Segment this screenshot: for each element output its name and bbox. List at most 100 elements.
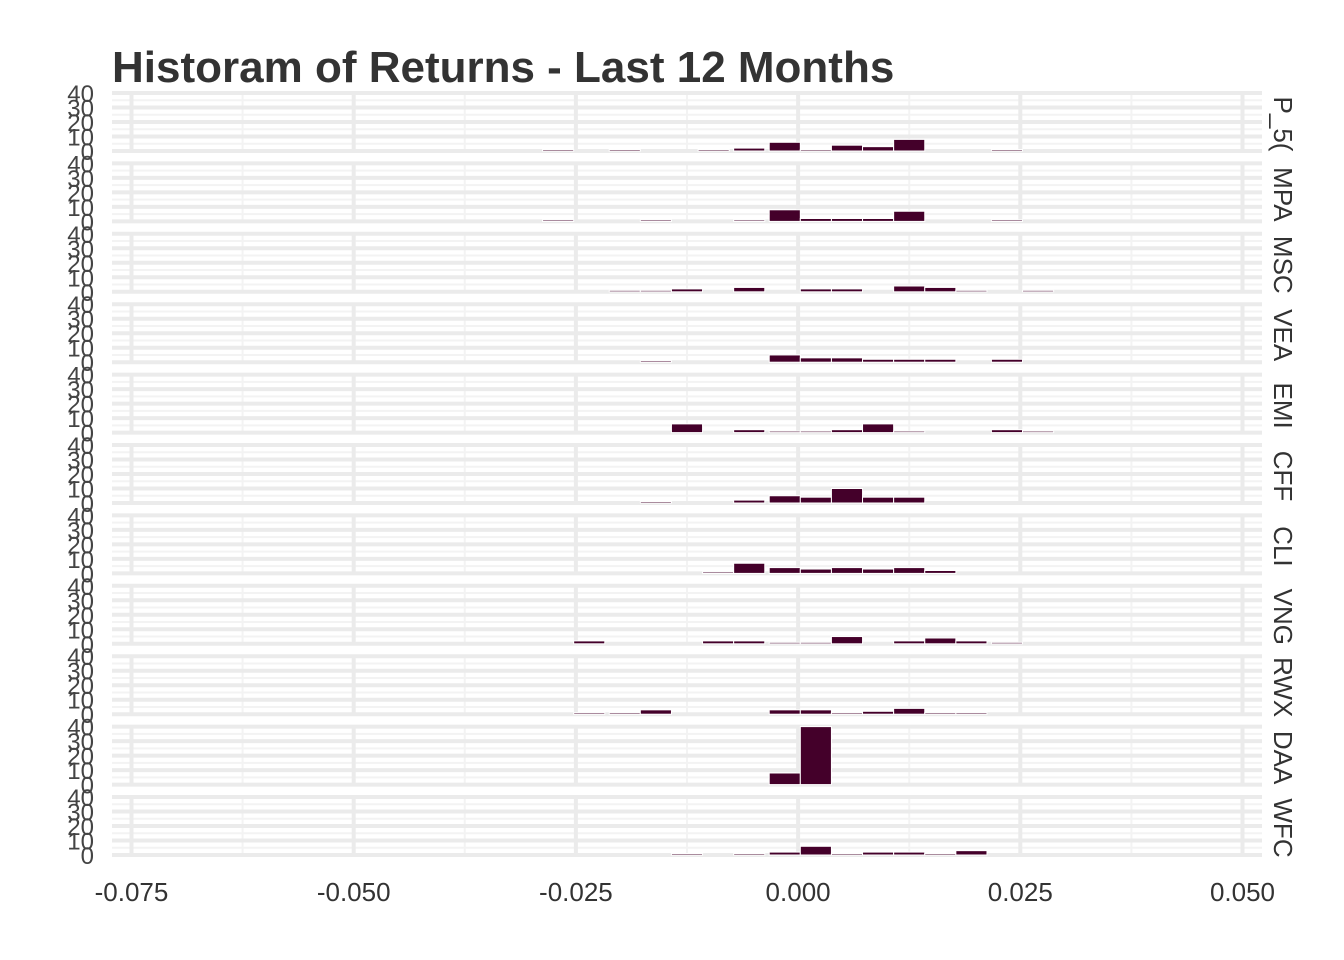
histogram-bar bbox=[893, 496, 926, 504]
histogram-bar bbox=[542, 149, 575, 152]
y-tick-label: 40 bbox=[67, 151, 94, 178]
facet-strip: CFF bbox=[1268, 451, 1298, 502]
facet-strip-label: EMI bbox=[1268, 382, 1298, 428]
histogram-bar bbox=[924, 570, 957, 574]
y-tick-label: 0 bbox=[81, 773, 94, 800]
histogram-bar bbox=[893, 640, 926, 645]
histogram-bar bbox=[830, 218, 864, 222]
histogram-bar bbox=[924, 712, 957, 715]
facet-strip-label: RWX bbox=[1268, 657, 1298, 717]
histogram-bar bbox=[768, 772, 801, 786]
histogram-bar bbox=[893, 430, 926, 434]
histogram-bar bbox=[830, 288, 864, 293]
histogram-bar bbox=[639, 219, 672, 222]
histogram-bar bbox=[990, 358, 1024, 363]
facet-strip-label: DAA bbox=[1268, 731, 1298, 785]
facet-panels: 010203040P_5(010203040MPA010203040MSC010… bbox=[67, 81, 1298, 870]
histogram-bar bbox=[799, 709, 832, 715]
x-tick-label: -0.075 bbox=[95, 877, 169, 907]
y-tick-label: 0 bbox=[81, 491, 94, 518]
y-tick-label: 20 bbox=[67, 744, 94, 771]
histogram-bar bbox=[768, 641, 801, 645]
x-tick-label: 0.050 bbox=[1210, 877, 1275, 907]
histogram-bar bbox=[768, 709, 801, 715]
histogram-bar bbox=[990, 219, 1024, 222]
histogram-bar bbox=[768, 141, 801, 152]
y-tick-label: 10 bbox=[67, 758, 94, 785]
y-tick-label: 0 bbox=[81, 139, 94, 166]
histogram-bar bbox=[893, 707, 926, 715]
histogram-bar bbox=[733, 640, 766, 645]
histogram-bar bbox=[990, 429, 1024, 434]
facet-strip-label: VNG bbox=[1268, 589, 1298, 645]
histogram-bar bbox=[799, 430, 832, 434]
y-tick-label: 40 bbox=[67, 785, 94, 812]
y-tick-label: 30 bbox=[67, 659, 94, 686]
histogram-bar bbox=[799, 288, 832, 293]
histogram-bar bbox=[573, 640, 606, 645]
facet-strip-label: CFF bbox=[1268, 451, 1298, 502]
facet-strip-label: MPA bbox=[1268, 167, 1298, 222]
histogram-bar bbox=[733, 853, 766, 856]
y-tick-label: 10 bbox=[67, 125, 94, 152]
y-tick-label: 10 bbox=[67, 336, 94, 363]
chart-title: Historam of Returns - Last 12 Months bbox=[112, 43, 894, 92]
histogram-bar bbox=[542, 219, 575, 222]
y-tick-label: 20 bbox=[67, 180, 94, 207]
histogram-bar bbox=[862, 851, 895, 856]
histogram-bar bbox=[733, 147, 766, 152]
y-tick-label: 10 bbox=[67, 617, 94, 644]
histogram-bar bbox=[955, 289, 988, 293]
histogram-bar bbox=[830, 144, 864, 152]
histogram-bar bbox=[990, 641, 1024, 645]
histogram-bar bbox=[608, 149, 641, 152]
histogram-bar bbox=[702, 640, 735, 645]
histogram-bar bbox=[830, 853, 864, 856]
histogram-bar bbox=[697, 149, 730, 152]
histogram-bar bbox=[893, 567, 926, 574]
facet-strip: EMI bbox=[1268, 382, 1298, 428]
histogram-bar bbox=[733, 562, 766, 574]
facet-strip: WFC bbox=[1268, 798, 1298, 857]
histogram-bar bbox=[768, 567, 801, 574]
y-tick-label: 30 bbox=[67, 729, 94, 756]
y-tick-label: 10 bbox=[67, 547, 94, 574]
histogram-bar bbox=[670, 288, 704, 293]
histogram-bar bbox=[608, 712, 641, 715]
histogram-bar bbox=[733, 499, 766, 504]
histogram-bar bbox=[924, 286, 957, 293]
histogram-bar bbox=[799, 496, 832, 504]
histogram-bar bbox=[893, 210, 926, 222]
y-tick-label: 40 bbox=[67, 574, 94, 601]
histogram-bar bbox=[830, 567, 864, 574]
histogram-bar bbox=[862, 710, 895, 715]
histogram-bar bbox=[862, 496, 895, 504]
histogram-bar bbox=[893, 358, 926, 363]
histogram-bar bbox=[799, 149, 832, 152]
y-tick-label: 30 bbox=[67, 377, 94, 404]
histogram-bar bbox=[639, 289, 672, 293]
histogram-bar bbox=[830, 712, 864, 715]
y-tick-label: 40 bbox=[67, 81, 94, 108]
histogram-bar bbox=[799, 568, 832, 574]
histogram-bar bbox=[924, 637, 957, 645]
y-tick-label: 0 bbox=[81, 632, 94, 659]
histogram-bar bbox=[799, 357, 832, 363]
histogram-bar bbox=[830, 429, 864, 434]
histogram-bar bbox=[670, 853, 704, 856]
y-tick-label: 0 bbox=[81, 702, 94, 729]
facet-strip: P_5( bbox=[1268, 97, 1298, 152]
y-tick-label: 20 bbox=[67, 462, 94, 489]
y-tick-label: 40 bbox=[67, 503, 94, 530]
histogram-bar bbox=[639, 360, 672, 363]
y-tick-label: 0 bbox=[81, 843, 94, 870]
y-tick-label: 10 bbox=[67, 195, 94, 222]
y-tick-label: 0 bbox=[81, 280, 94, 307]
histogram-bar bbox=[670, 423, 704, 434]
histogram-bar bbox=[924, 358, 957, 363]
